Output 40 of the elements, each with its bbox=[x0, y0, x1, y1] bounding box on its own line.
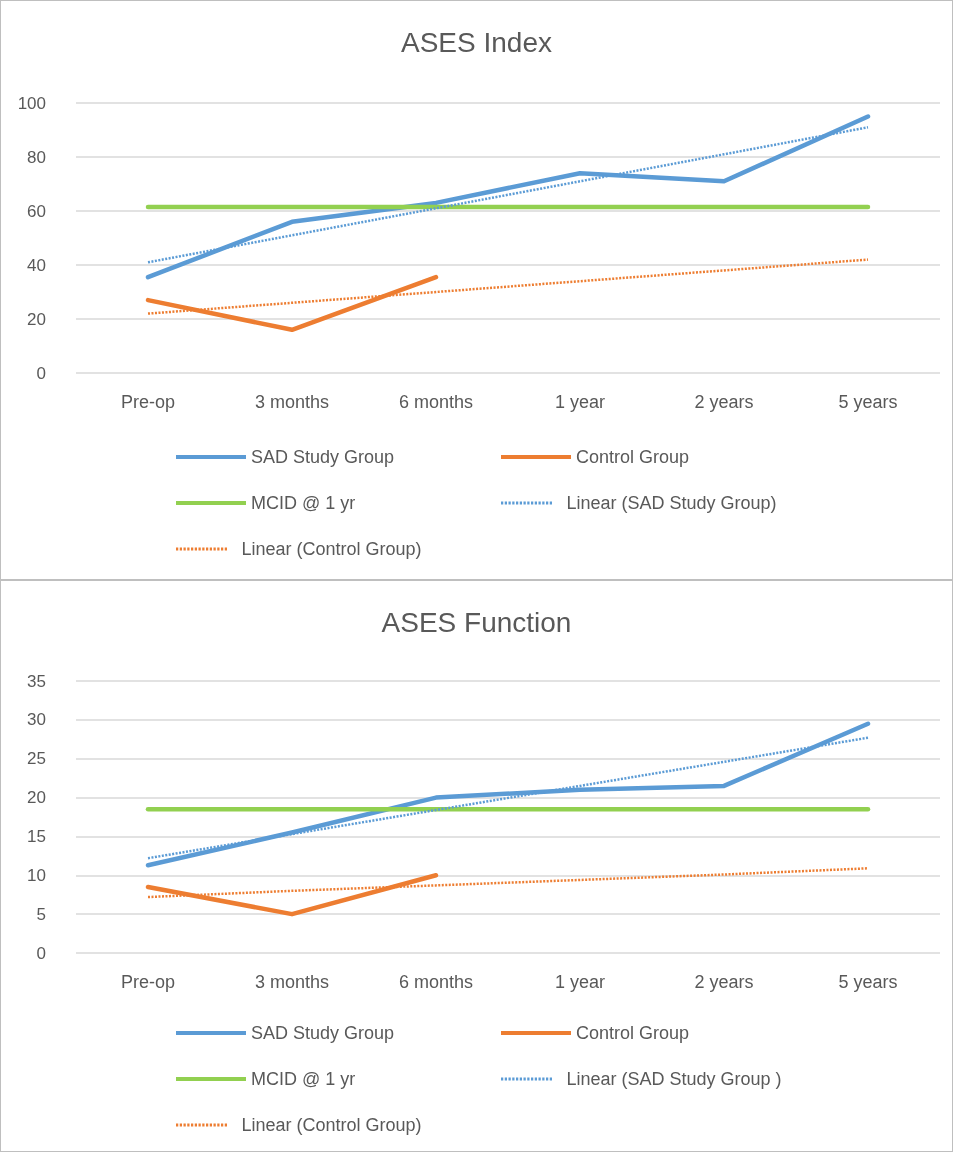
x-tick-label: 2 years bbox=[694, 392, 754, 412]
legend-label: Control Group bbox=[576, 447, 690, 467]
x-tick-label: 1 year bbox=[554, 392, 606, 412]
y-tick-label: 40 bbox=[27, 255, 46, 275]
x-tick-label: 6 months bbox=[398, 972, 474, 992]
x-tick-label: 3 months bbox=[254, 972, 330, 992]
line-series bbox=[145, 721, 871, 868]
legend-label: SAD Study Group bbox=[251, 1023, 395, 1043]
x-tick-label: Pre-op bbox=[120, 392, 176, 412]
y-tick-label: 20 bbox=[27, 788, 46, 808]
x-tick-label: 2 years bbox=[694, 972, 754, 992]
x-tick-label: 5 years bbox=[838, 392, 898, 412]
legend-label: SAD Study Group bbox=[251, 447, 395, 467]
y-tick-label: 30 bbox=[27, 710, 46, 730]
y-tick-label: 10 bbox=[27, 865, 46, 885]
y-tick-label: 0 bbox=[36, 943, 46, 963]
y-tick-label: 0 bbox=[36, 363, 46, 383]
y-tick-label: 80 bbox=[27, 147, 46, 167]
x-tick-label: 5 years bbox=[838, 972, 898, 992]
y-tick-label: 25 bbox=[27, 749, 46, 769]
y-tick-label: 100 bbox=[17, 93, 46, 113]
y-tick-label: 35 bbox=[27, 671, 46, 691]
y-tick-label: 15 bbox=[27, 826, 46, 846]
legend-label: MCID @ 1 yr bbox=[251, 1069, 356, 1089]
x-tick-label: 1 year bbox=[554, 972, 606, 992]
legend-label: Linear (Control Group) bbox=[241, 1115, 422, 1135]
y-tick-label: 60 bbox=[27, 201, 46, 221]
x-tick-label: 6 months bbox=[398, 392, 474, 412]
legend-label: Control Group bbox=[576, 1023, 690, 1043]
chart-title: ASES Function bbox=[381, 606, 572, 638]
chart-title: ASES Index bbox=[401, 26, 552, 58]
x-tick-label: Pre-op bbox=[120, 972, 176, 992]
legend-label: MCID @ 1 yr bbox=[251, 493, 356, 513]
legend-label: Linear (SAD Study Group ) bbox=[566, 1069, 782, 1089]
y-tick-label: 5 bbox=[36, 904, 46, 924]
y-tick-label: 20 bbox=[27, 309, 46, 329]
legend-label: Linear (SAD Study Group) bbox=[566, 493, 777, 513]
line-series bbox=[145, 114, 871, 280]
x-tick-label: 3 months bbox=[254, 392, 330, 412]
legend-label: Linear (Control Group) bbox=[241, 539, 422, 559]
